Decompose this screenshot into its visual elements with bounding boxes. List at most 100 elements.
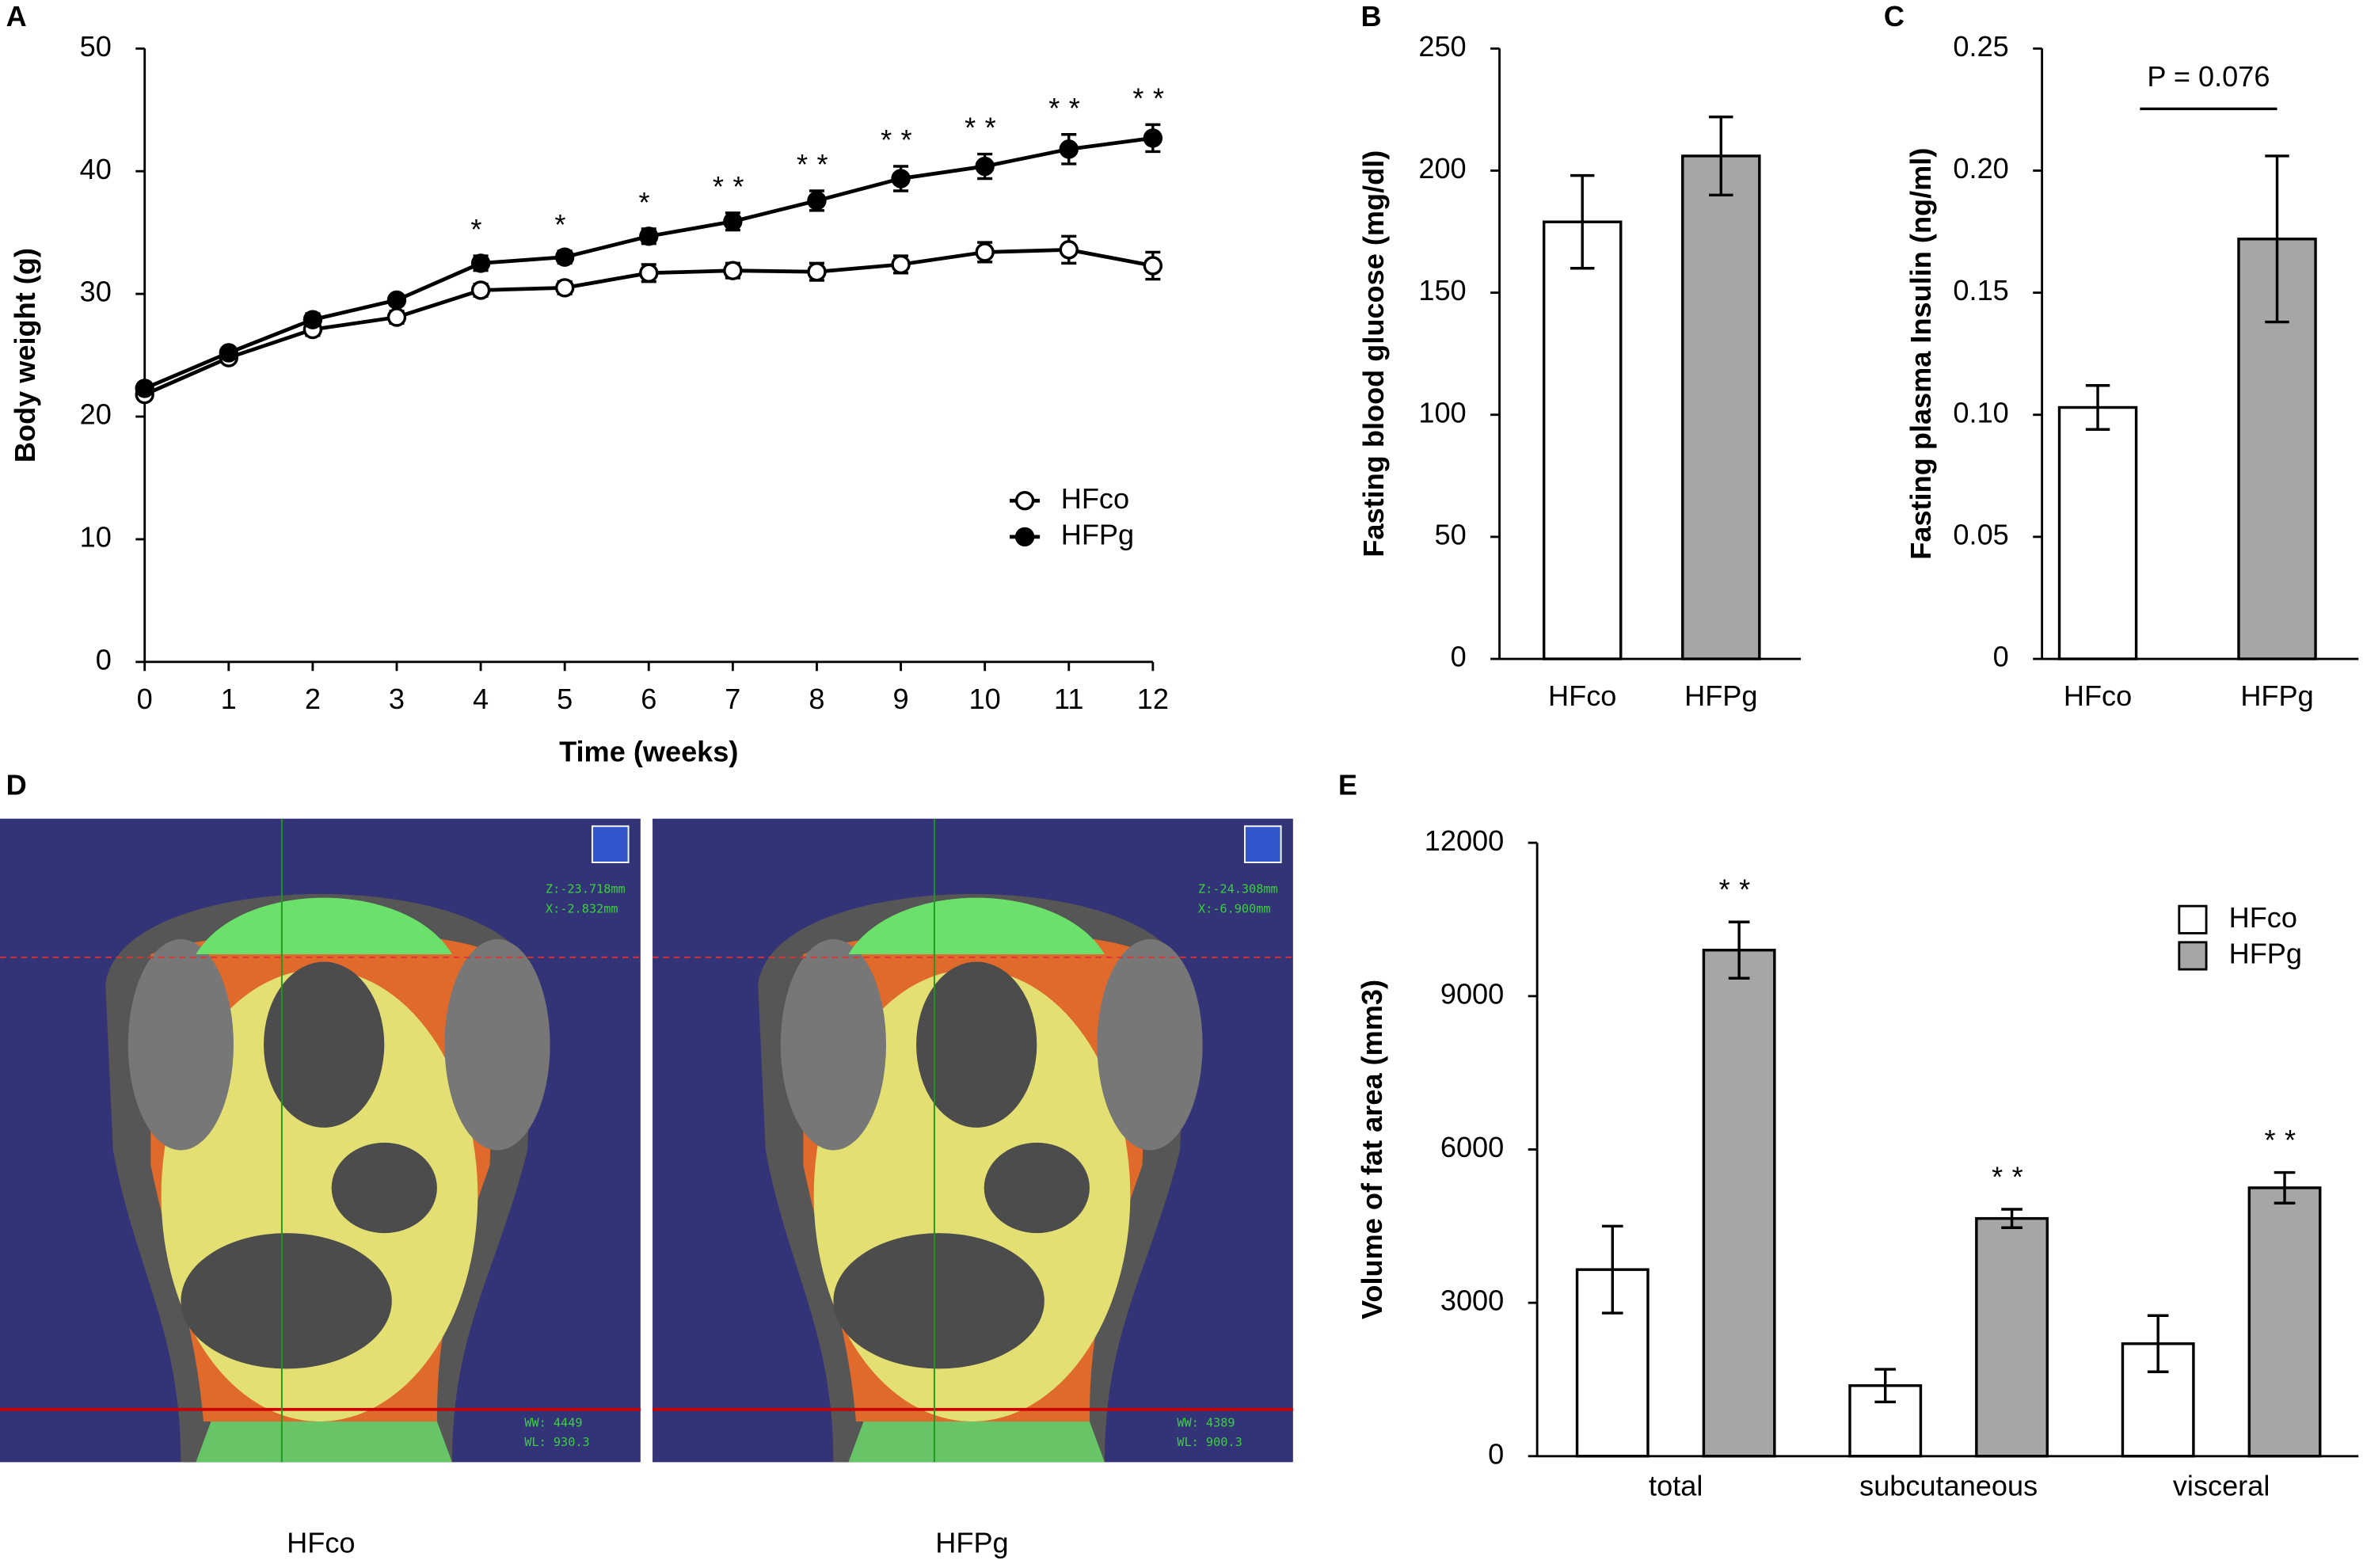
data-point bbox=[891, 254, 911, 275]
y-tick-label: 6000 bbox=[1440, 1131, 1504, 1163]
y-tick-label: 50 bbox=[80, 30, 112, 63]
significance-mark: * bbox=[639, 186, 659, 219]
y-axis-label: Fasting plasma Insulin (ng/ml) bbox=[1904, 148, 1937, 560]
overlay-text: WW: 4389 bbox=[1177, 1415, 1235, 1429]
data-point bbox=[135, 379, 154, 398]
x-tick-label: subcutaneous bbox=[1859, 1469, 2038, 1501]
image-caption: HFco bbox=[287, 1527, 355, 1559]
data-point bbox=[303, 310, 323, 329]
overlay-text: WL: 930.3 bbox=[524, 1435, 589, 1449]
y-tick-label: 30 bbox=[80, 276, 112, 308]
overlay-text: WL: 900.3 bbox=[1177, 1435, 1242, 1449]
x-tick-label: 8 bbox=[809, 683, 824, 715]
legend-swatch bbox=[2178, 904, 2208, 934]
bar bbox=[2057, 405, 2138, 660]
x-tick-label: 1 bbox=[221, 683, 237, 715]
y-tick-label: 0 bbox=[96, 643, 112, 676]
panel-label: A bbox=[6, 0, 27, 32]
significance-mark: ** bbox=[881, 124, 921, 156]
bar bbox=[1542, 220, 1623, 660]
overlay-text: X:-6.900mm bbox=[1198, 901, 1271, 915]
data-point bbox=[1059, 240, 1079, 260]
data-point bbox=[639, 263, 659, 283]
y-tick-label: 200 bbox=[1418, 152, 1466, 185]
data-point bbox=[219, 343, 238, 363]
x-tick-label: visceral bbox=[2173, 1469, 2270, 1501]
y-tick-label: 40 bbox=[80, 153, 112, 185]
bar bbox=[1681, 154, 1761, 660]
ct-image bbox=[651, 816, 1295, 1464]
y-tick-label: 0 bbox=[1488, 1437, 1504, 1470]
y-tick-label: 3000 bbox=[1440, 1284, 1504, 1317]
significance-mark: * bbox=[554, 208, 574, 241]
panel-label: C bbox=[1884, 0, 1904, 32]
significance-mark: ** bbox=[713, 170, 753, 203]
significance-mark: ** bbox=[797, 148, 837, 181]
y-tick-label: 10 bbox=[80, 520, 112, 553]
data-point bbox=[470, 280, 491, 300]
x-tick-label: HFPg bbox=[2240, 679, 2313, 712]
data-point bbox=[891, 169, 911, 188]
data-point bbox=[1059, 139, 1079, 159]
legend-label: HFPg bbox=[2229, 937, 2302, 969]
overlay-text: Z:-24.308mm bbox=[1198, 882, 1278, 896]
bar bbox=[2247, 1186, 2322, 1458]
legend-label: HFco bbox=[1061, 482, 1129, 515]
legend-swatch bbox=[2178, 941, 2208, 971]
annotation: P = 0.076 bbox=[2147, 60, 2270, 93]
y-tick-label: 9000 bbox=[1440, 977, 1504, 1010]
overlay-text: X:-2.832mm bbox=[546, 901, 618, 915]
x-tick-label: 12 bbox=[1137, 683, 1169, 715]
y-tick-label: 250 bbox=[1418, 30, 1466, 63]
x-axis-label: Time (weeks) bbox=[559, 735, 738, 767]
x-tick-label: 11 bbox=[1054, 683, 1084, 715]
data-point bbox=[807, 191, 827, 211]
y-axis-label: Volume of fat area (mm3) bbox=[1356, 980, 1388, 1319]
legend-marker bbox=[1014, 491, 1035, 511]
data-point bbox=[723, 261, 743, 280]
y-tick-label: 50 bbox=[1434, 518, 1466, 550]
data-point bbox=[975, 242, 995, 262]
y-tick-label: 0 bbox=[1993, 641, 2009, 673]
significance-mark: ** bbox=[2265, 1124, 2305, 1156]
panel-label: B bbox=[1360, 0, 1381, 32]
x-tick-label: 9 bbox=[893, 683, 909, 715]
panel-label: D bbox=[6, 768, 27, 801]
data-point bbox=[639, 226, 659, 246]
x-tick-label: 4 bbox=[473, 683, 489, 715]
data-point bbox=[1143, 128, 1163, 148]
x-tick-label: 5 bbox=[557, 683, 573, 715]
x-tick-label: 3 bbox=[389, 683, 405, 715]
y-tick-label: 12000 bbox=[1425, 824, 1505, 857]
data-point bbox=[470, 253, 491, 273]
y-tick-label: 0.25 bbox=[1953, 30, 2008, 63]
x-tick-label: HFco bbox=[1548, 679, 1616, 712]
legend-marker bbox=[1014, 527, 1035, 547]
data-point bbox=[554, 278, 575, 298]
significance-mark: ** bbox=[1048, 92, 1089, 124]
y-tick-label: 150 bbox=[1418, 274, 1466, 306]
y-tick-label: 0 bbox=[1451, 641, 1467, 673]
image-caption: HFPg bbox=[935, 1527, 1008, 1559]
bar bbox=[1702, 949, 1776, 1458]
bar bbox=[1975, 1216, 2049, 1458]
y-tick-label: 0.20 bbox=[1953, 152, 2008, 185]
y-axis-label: Fasting blood glucose (mg/dl) bbox=[1357, 150, 1390, 558]
x-tick-label: 10 bbox=[969, 683, 1001, 715]
x-tick-label: 7 bbox=[725, 683, 740, 715]
y-tick-label: 0.15 bbox=[1953, 274, 2008, 306]
overlay-text: WW: 4449 bbox=[524, 1415, 582, 1429]
x-tick-label: total bbox=[1649, 1469, 1703, 1501]
data-point bbox=[554, 247, 575, 267]
y-tick-label: 0.10 bbox=[1953, 396, 2008, 428]
y-tick-label: 0.05 bbox=[1953, 518, 2008, 550]
legend-label: HFPg bbox=[1061, 518, 1134, 550]
x-tick-label: 2 bbox=[305, 683, 321, 715]
significance-mark: ** bbox=[1132, 82, 1173, 114]
significance-mark: ** bbox=[1992, 1160, 2032, 1193]
x-tick-label: HFPg bbox=[1684, 679, 1757, 712]
significance-mark: ** bbox=[1719, 873, 1760, 906]
data-point bbox=[386, 290, 407, 310]
